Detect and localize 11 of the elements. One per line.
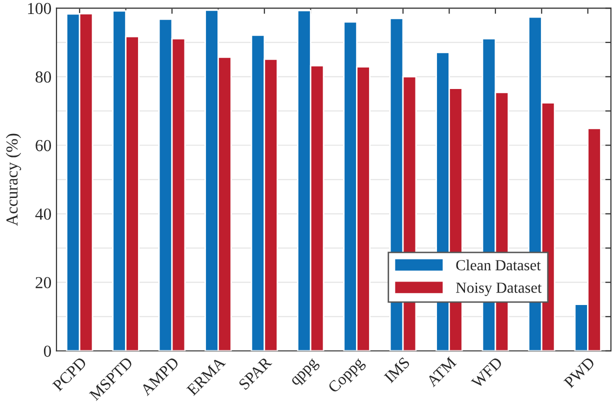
y-tick-label: 20 <box>36 277 51 288</box>
y-tick-label: 0 <box>44 346 51 357</box>
y-axis-title: Accuracy (%) <box>6 134 22 226</box>
legend-label: Clean Dataset <box>456 260 541 270</box>
legend-label: Noisy Dataset <box>456 282 542 296</box>
y-tick-label: 100 <box>28 2 51 14</box>
y-tick-label: 60 <box>36 140 51 152</box>
x-tick-label: qppg <box>290 358 321 388</box>
y-tick-label: 40 <box>35 208 51 220</box>
x-tick-label: IMS <box>384 356 410 384</box>
y-tick-label: 80 <box>36 71 51 83</box>
